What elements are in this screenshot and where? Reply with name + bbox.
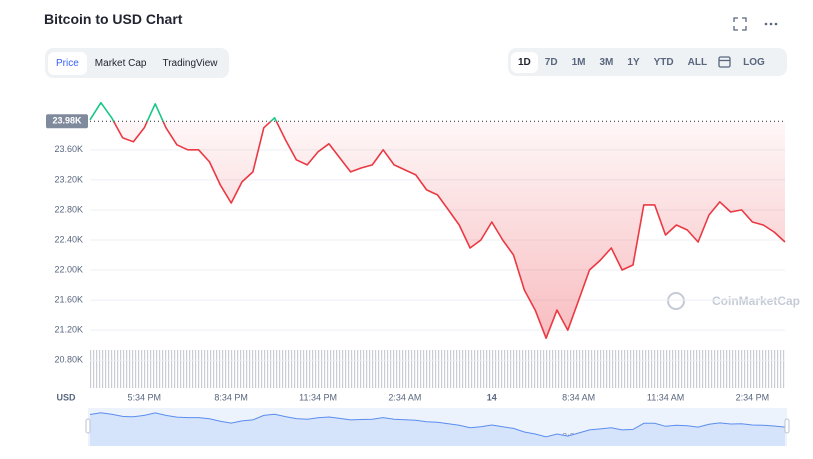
more-icon[interactable] xyxy=(764,22,778,26)
watermark-logo xyxy=(667,292,685,310)
y-tick-label: 23.20K xyxy=(54,174,83,184)
navigator-line xyxy=(89,412,786,438)
area xyxy=(90,121,785,339)
y-tick-label: 20.80K xyxy=(54,355,83,365)
x-tick-label: 14 xyxy=(487,392,497,402)
navigator-handle[interactable] xyxy=(784,418,790,434)
range-button[interactable]: 1D xyxy=(511,51,538,73)
x-tick-label: 8:34 PM xyxy=(214,392,248,402)
range-button[interactable]: 7D xyxy=(544,56,558,68)
y-tick-label: 22.40K xyxy=(54,234,83,244)
log-button[interactable]: LOG xyxy=(743,56,765,68)
tab[interactable]: Market Cap xyxy=(94,57,147,69)
reference-label: 23.98K xyxy=(52,116,82,126)
price-line xyxy=(89,101,786,339)
x-tick-label: 11:34 PM xyxy=(299,392,337,402)
tab[interactable]: TradingView xyxy=(162,57,218,69)
range-button[interactable]: YTD xyxy=(653,56,674,68)
range-button[interactable]: ALL xyxy=(687,56,708,68)
y-tick-label: 22.00K xyxy=(54,264,83,274)
reference-label-box xyxy=(46,114,88,129)
y-tick-label: 22.80K xyxy=(54,204,83,214)
volume-backdrop xyxy=(90,350,785,388)
range-bar: 1D 7D 1M 3M 1Y YTD ALL LOG xyxy=(508,48,787,76)
y-tick-label: 21.20K xyxy=(54,325,83,335)
chart-title: Bitcoin to USD Chart xyxy=(44,11,183,27)
range-button[interactable]: 1Y xyxy=(627,56,640,68)
range-button[interactable]: 3M xyxy=(599,56,614,68)
x-tick-label: 8:34 AM xyxy=(562,392,595,402)
range-button[interactable]: 1M xyxy=(571,56,586,68)
navigator-area xyxy=(90,412,785,446)
x-tick-label: 2:34 AM xyxy=(388,392,421,402)
x-tick-label: 11:34 AM xyxy=(647,392,684,402)
tab-bar: Price Market Cap TradingView xyxy=(45,48,229,78)
fullscreen-icon[interactable] xyxy=(733,17,747,31)
navigator-handle[interactable] xyxy=(85,418,91,434)
y-tick-label: 21.60K xyxy=(54,294,83,304)
tab[interactable]: Price xyxy=(48,51,87,75)
x-tick-label: 5:34 PM xyxy=(128,392,162,402)
currency-label: USD xyxy=(56,392,76,402)
watermark: CoinMarketCap xyxy=(712,294,800,308)
x-tick-label: 2:34 PM xyxy=(736,392,770,402)
calendar-icon[interactable] xyxy=(714,54,736,70)
y-tick-label: 23.60K xyxy=(54,144,83,154)
